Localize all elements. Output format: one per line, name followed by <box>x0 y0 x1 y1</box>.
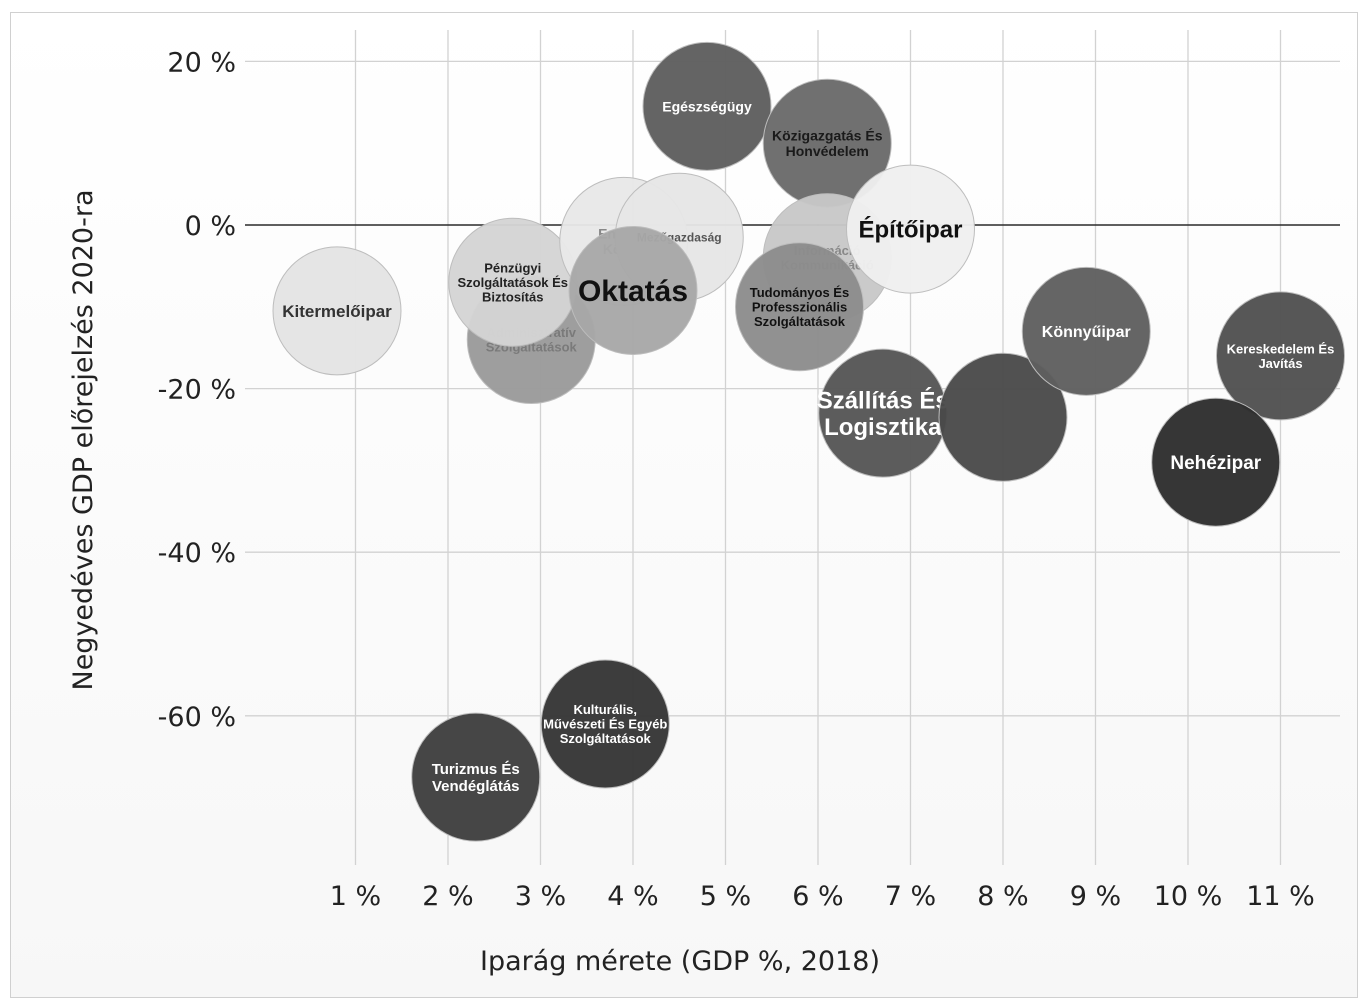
bubble-circle <box>1151 397 1281 527</box>
bubble-label: Könnyűipar <box>1042 324 1131 341</box>
bubble-10: Tudományos ÉsProfesszionálisSzolgáltatás… <box>735 242 864 372</box>
y-tick-label: -20 % <box>158 375 236 406</box>
bubble-label: Logisztika <box>824 414 942 441</box>
bubble-17: Kulturális,Művészeti És EgyébSzolgáltatá… <box>540 659 670 789</box>
x-tick-label: 8 % <box>977 881 1028 912</box>
bubble-6: Oktatás <box>568 225 698 355</box>
bubble-label: Tudományos És <box>750 285 849 300</box>
bubble-1: Kitermelőipar <box>272 246 402 376</box>
y-tick-label: 0 % <box>185 211 236 242</box>
bubble-label: Egészségügy <box>662 98 752 114</box>
bubble-circle <box>272 246 402 376</box>
x-tick-labels: 1 % 2 % 3 % 4 % 5 % 6 % 7 % 8 % 9 % 10 % 11 % <box>330 881 1315 912</box>
x-tick-label: 5 % <box>700 881 751 912</box>
x-tick-label: 3 % <box>515 881 566 912</box>
bubble-label: Pénzügyi <box>484 260 541 275</box>
y-tick-label: 20 % <box>167 47 236 78</box>
x-tick-label: 6 % <box>792 881 843 912</box>
bubble-14: Könnyűipar <box>1021 266 1151 396</box>
bubble-11: Építőipar <box>846 164 975 294</box>
bubble-circle <box>735 242 864 372</box>
x-tick-label: 10 % <box>1154 881 1223 912</box>
x-tick-label: 7 % <box>885 881 936 912</box>
bubble-circle <box>540 659 670 789</box>
bubble-13 <box>938 352 1068 482</box>
x-tick-label: 1 % <box>330 881 381 912</box>
bubble-label: Vendéglátás <box>432 778 520 795</box>
bubble-label: Professzionális <box>752 299 847 314</box>
bubble-circle <box>938 352 1068 482</box>
y-axis-title: Negyedéves GDP előrejelzés 2020-ra <box>68 189 99 690</box>
y-tick-label: -40 % <box>158 538 236 569</box>
bubble-label: Szállítás És <box>817 386 949 414</box>
x-tick-label: 4 % <box>607 881 658 912</box>
bubble-circle <box>642 41 772 171</box>
bubble-circle <box>846 164 975 294</box>
bubble-16: Nehézipar <box>1151 397 1281 527</box>
bubble-circle <box>1216 291 1345 421</box>
bubbles: KitermelőiparAdminisztratívSzolgáltatáso… <box>272 41 1345 842</box>
bubble-label: Biztosítás <box>482 290 543 305</box>
bubble-label: Szolgáltatások <box>754 314 846 329</box>
bubble-label: Kereskedelem És <box>1227 341 1335 356</box>
bubble-label: Szolgáltatások És <box>457 275 568 290</box>
bubble-circle <box>1021 266 1151 396</box>
x-tick-label: 11 % <box>1246 881 1315 912</box>
bubble-label: Művészeti És Egyéb <box>543 717 667 732</box>
bubble-label: Közigazgatás És <box>772 127 883 143</box>
bubble-label: Szolgáltatások <box>560 731 652 746</box>
bubble-label: Kulturális, <box>573 702 637 717</box>
bubble-label: Oktatás <box>578 275 688 308</box>
bubble-7: Egészségügy <box>642 41 772 171</box>
bubble-circle <box>568 225 698 355</box>
bubble-label: Javítás <box>1258 356 1302 371</box>
x-axis-title: Iparág mérete (GDP %, 2018) <box>480 946 880 977</box>
bubble-label: Kitermelőipar <box>282 302 392 321</box>
bubble-label: Nehézipar <box>1170 453 1261 474</box>
bubble-label: Honvédelem <box>786 143 869 159</box>
x-tick-label: 2 % <box>422 881 473 912</box>
x-tick-label: 9 % <box>1070 881 1121 912</box>
bubble-label: Turizmus És <box>432 761 520 778</box>
y-tick-label: -60 % <box>158 702 236 733</box>
bubble-label: Építőipar <box>858 216 962 244</box>
y-tick-labels: 20 % 0 % -20 % -40 % -60 % <box>158 47 236 732</box>
bubble-circle <box>411 712 541 842</box>
